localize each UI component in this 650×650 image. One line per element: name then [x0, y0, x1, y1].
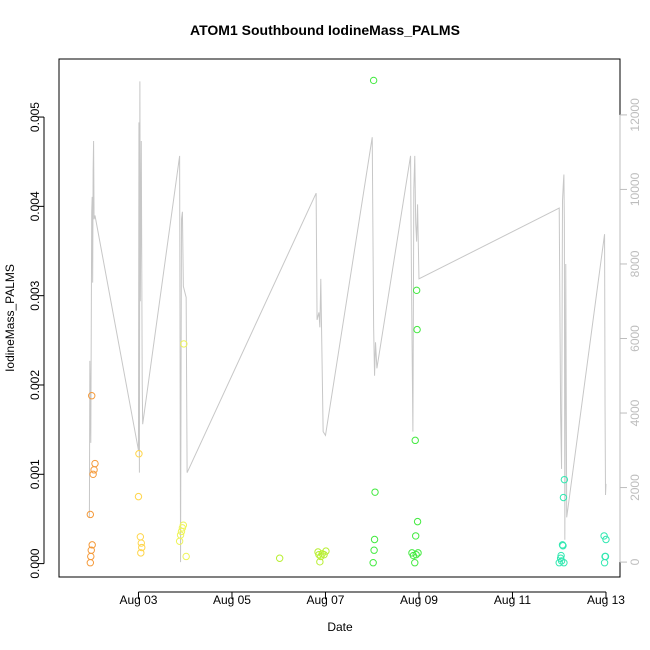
data-point-1-1 — [134, 492, 143, 501]
data-point-4-10 — [412, 532, 420, 540]
data-point-3-3 — [316, 558, 324, 566]
data-point-3-6 — [320, 550, 328, 559]
data-point-2-0 — [175, 537, 184, 545]
right-axis-tick-label-6: 12000 — [628, 98, 642, 132]
y-axis-label: IodineMass_PALMS — [3, 264, 17, 372]
data-point-2-6 — [182, 552, 190, 561]
right-axis-tick-label-2: 4000 — [628, 399, 642, 426]
data-point-5-8 — [557, 557, 566, 565]
x-axis-label: Date — [327, 620, 353, 634]
bottom-axis-tick-label-2: Aug 07 — [306, 593, 344, 607]
data-point-5-11 — [602, 535, 610, 544]
data-point-4-7 — [411, 436, 419, 445]
data-point-0-1 — [87, 552, 95, 561]
data-point-0-3 — [88, 541, 96, 549]
bottom-axis-tick-label-3: Aug 09 — [400, 593, 438, 607]
plot-frame — [58, 58, 621, 578]
right-axis-tick-label-1: 2000 — [628, 474, 642, 501]
left-axis-tick-label-1: 0.001 — [28, 459, 42, 489]
data-point-1-2 — [136, 533, 145, 541]
bottom-axis-tick-label-5: Aug 13 — [587, 593, 625, 607]
data-point-0-2 — [87, 546, 95, 554]
data-point-5-6 — [560, 475, 569, 484]
bottom-axis-tick-label-0: Aug 03 — [119, 593, 157, 607]
right-axis-tick-label-5: 10000 — [628, 172, 642, 206]
right-axis-tick-label-3: 6000 — [628, 325, 642, 352]
data-point-2-4 — [179, 521, 188, 529]
data-point-4-4 — [369, 559, 377, 567]
data-point-0-7 — [90, 466, 98, 474]
data-point-0-0 — [86, 559, 95, 567]
data-point-1-4 — [138, 543, 146, 552]
left-axis-tick-label-5: 0.005 — [28, 102, 42, 132]
data-point-4-9 — [413, 325, 421, 334]
data-point-4-12 — [412, 550, 420, 559]
bottom-axis-tick-label-4: Aug 11 — [494, 593, 531, 607]
data-point-1-0 — [135, 450, 143, 458]
data-point-4-8 — [412, 286, 421, 295]
left-axis-tick-label-4: 0.004 — [28, 191, 42, 221]
data-point-1-3 — [137, 539, 145, 547]
data-point-5-7 — [560, 559, 568, 567]
right-axis-series-line — [88, 81, 607, 563]
data-point-0-8 — [91, 459, 99, 468]
data-point-3-0 — [275, 554, 284, 562]
data-point-4-1 — [371, 488, 379, 496]
data-point-4-2 — [370, 535, 379, 544]
data-point-4-13 — [411, 559, 419, 567]
data-point-2-1 — [176, 531, 185, 539]
data-point-4-11 — [413, 517, 422, 526]
left-axis-tick-label-3: 0.003 — [28, 280, 42, 310]
data-point-4-0 — [369, 76, 378, 85]
data-point-0-6 — [89, 470, 97, 478]
data-point-3-2 — [315, 550, 323, 559]
data-point-3-7 — [322, 547, 330, 555]
data-point-1-5 — [137, 549, 145, 557]
bottom-axis-tick-label-1: Aug 05 — [213, 593, 251, 607]
data-point-5-0 — [555, 559, 563, 567]
data-point-0-5 — [88, 392, 96, 400]
data-point-4-14 — [414, 549, 422, 557]
data-point-5-5 — [559, 493, 568, 502]
left-axis-tick-label-0: 0.000 — [28, 548, 42, 578]
data-point-2-5 — [180, 340, 188, 348]
chart-title: ATOM1 Southbound IodineMass_PALMS — [190, 22, 460, 38]
right-axis-tick-label-4: 8000 — [628, 250, 642, 277]
data-point-5-4 — [559, 542, 567, 550]
data-point-4-3 — [370, 546, 378, 554]
data-point-0-4 — [86, 510, 95, 519]
left-axis-tick-label-2: 0.002 — [28, 370, 42, 400]
data-point-5-2 — [557, 551, 565, 560]
right-axis-tick-label-0: 0 — [628, 558, 642, 565]
data-point-5-9 — [600, 532, 608, 540]
data-point-5-13 — [600, 559, 609, 567]
